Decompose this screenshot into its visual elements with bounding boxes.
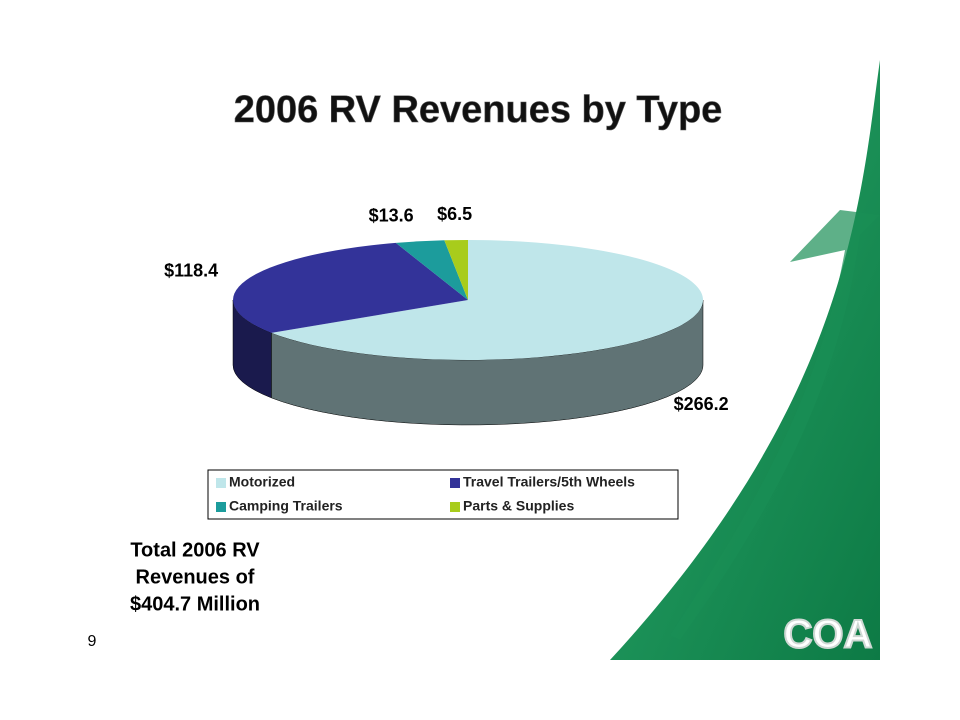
data-label: $6.5 (437, 204, 472, 224)
logo: COA (784, 613, 873, 657)
legend-label: Travel Trailers/5th Wheels (463, 474, 635, 490)
annotation: $404.7 Million (130, 593, 260, 615)
legend-swatch (216, 478, 226, 488)
slice (395, 240, 468, 300)
data-label: $266.2 (674, 394, 729, 414)
legend-swatch (450, 478, 460, 488)
legend-label: Parts & Supplies (463, 498, 574, 514)
chart-title: 2006 RV Revenues by Type (234, 89, 723, 131)
slice (271, 240, 704, 360)
slice (233, 242, 468, 333)
annotation: Total 2006 RV (130, 539, 260, 561)
decor-swoosh (610, 60, 880, 660)
slice (444, 240, 468, 300)
legend-label: Camping Trailers (229, 498, 343, 514)
legend-swatch (216, 502, 226, 512)
data-label: $118.4 (164, 260, 218, 280)
page-number: 9 (88, 633, 97, 650)
legend-label: Motorized (229, 474, 295, 490)
annotation: Revenues of (136, 566, 255, 588)
legend-swatch (450, 502, 460, 512)
legend-box (207, 469, 679, 520)
data-label: $13.6 (369, 206, 414, 226)
